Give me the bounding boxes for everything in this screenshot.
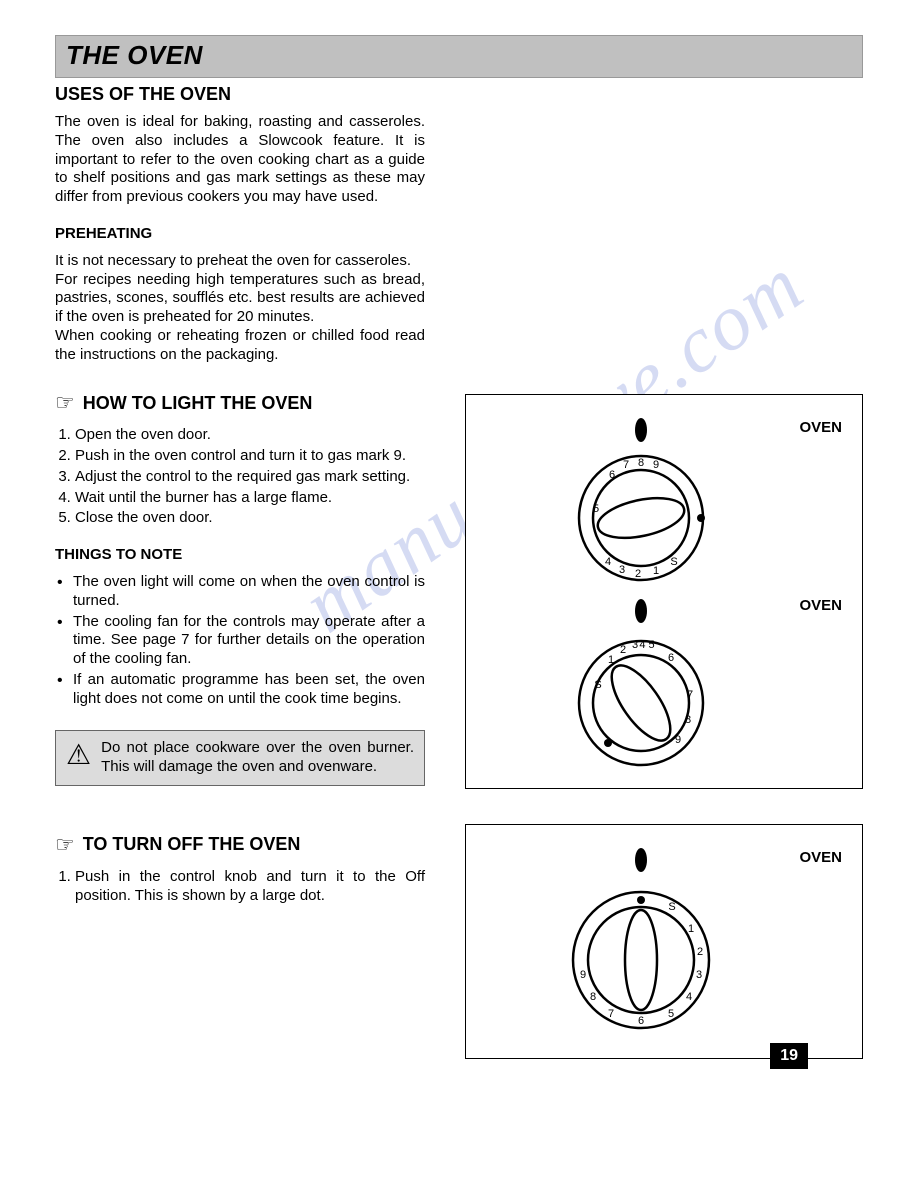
- things-to-note-list: The oven light will come on when the ove…: [55, 573, 425, 708]
- preheating-heading: PREHEATING: [55, 225, 425, 242]
- svg-text:4 5: 4 5: [639, 639, 654, 651]
- svg-text:4: 4: [686, 991, 692, 1003]
- svg-text:1: 1: [688, 923, 694, 935]
- svg-text:4: 4: [605, 556, 611, 568]
- list-item: Wait until the burner has a large flame.: [75, 489, 425, 508]
- svg-text:3: 3: [619, 564, 625, 576]
- page-number: 19: [770, 1043, 808, 1069]
- svg-text:9: 9: [675, 734, 681, 746]
- pointer-icon: ☞: [55, 392, 75, 414]
- list-item: Push in the oven control and turn it to …: [75, 447, 425, 466]
- oven-label: OVEN: [799, 419, 842, 436]
- svg-text:2: 2: [635, 568, 641, 580]
- preheating-para-3: When cooking or reheating frozen or chil…: [55, 327, 425, 365]
- list-item: If an automatic programme has been set, …: [55, 671, 425, 709]
- svg-text:5: 5: [593, 503, 599, 515]
- oven-dial-slow-icon: 1 2 3 4 5 6 S 7 8 9: [556, 593, 726, 778]
- turn-off-heading: TO TURN OFF THE OVEN: [83, 834, 301, 855]
- svg-text:7: 7: [687, 689, 693, 701]
- oven-dial-high-icon: 8 7 9 6 5 4 3 2 1 S: [556, 410, 726, 590]
- svg-text:S: S: [594, 679, 601, 691]
- right-column: OVEN 8 7 9 6 5 4 3 2 1 S: [465, 84, 863, 1094]
- svg-text:6: 6: [638, 1015, 644, 1027]
- light-oven-steps: Open the oven door. Push in the oven con…: [55, 426, 425, 528]
- things-to-note-heading: THINGS TO NOTE: [55, 546, 425, 563]
- turn-off-steps: Push in the control knob and turn it to …: [55, 868, 425, 906]
- light-oven-heading: HOW TO LIGHT THE OVEN: [83, 393, 313, 414]
- uses-paragraph: The oven is ideal for baking, roasting a…: [55, 113, 425, 207]
- dial-box-bottom: OVEN S 1 2 3 4 5 6 7 8 9: [465, 824, 863, 1059]
- svg-text:9: 9: [653, 459, 659, 471]
- svg-text:3: 3: [632, 639, 638, 651]
- list-item: The oven light will come on when the ove…: [55, 573, 425, 611]
- list-item: Open the oven door.: [75, 426, 425, 445]
- turn-off-heading-row: ☞ TO TURN OFF THE OVEN: [55, 834, 425, 856]
- pointer-icon: ☞: [55, 834, 75, 856]
- svg-text:8: 8: [590, 991, 596, 1003]
- title-banner: THE OVEN: [55, 35, 863, 78]
- uses-heading: USES OF THE OVEN: [55, 84, 425, 105]
- oven-label: OVEN: [799, 849, 842, 866]
- list-item: Close the oven door.: [75, 509, 425, 528]
- preheating-para-1: It is not necessary to preheat the oven …: [55, 252, 425, 271]
- list-item: Adjust the control to the required gas m…: [75, 468, 425, 487]
- warning-icon: ⚠: [66, 741, 91, 769]
- dial-box-top: OVEN 8 7 9 6 5 4 3 2 1 S: [465, 394, 863, 789]
- oven-dial-off-icon: S 1 2 3 4 5 6 7 8 9: [556, 840, 726, 1040]
- light-oven-heading-row: ☞ HOW TO LIGHT THE OVEN: [55, 392, 425, 414]
- list-item: The cooling fan for the controls may ope…: [55, 613, 425, 669]
- svg-text:1: 1: [608, 654, 614, 666]
- svg-text:8: 8: [638, 457, 644, 469]
- svg-text:2: 2: [620, 644, 626, 656]
- svg-text:2: 2: [697, 946, 703, 958]
- svg-text:8: 8: [685, 714, 691, 726]
- svg-text:3: 3: [696, 969, 702, 981]
- svg-text:6: 6: [609, 469, 615, 481]
- svg-text:7: 7: [623, 459, 629, 471]
- svg-text:5: 5: [668, 1008, 674, 1020]
- banner-title: THE OVEN: [66, 40, 203, 70]
- svg-text:S: S: [670, 556, 677, 568]
- warning-box: ⚠ Do not place cookware over the oven bu…: [55, 730, 425, 786]
- svg-text:9: 9: [580, 969, 586, 981]
- list-item: Push in the control knob and turn it to …: [75, 868, 425, 906]
- preheating-para-2: For recipes needing high temperatures su…: [55, 271, 425, 327]
- svg-text:6: 6: [668, 652, 674, 664]
- svg-text:S: S: [668, 901, 675, 913]
- oven-label: OVEN: [799, 597, 842, 614]
- warning-text: Do not place cookware over the oven burn…: [101, 739, 414, 777]
- left-column: USES OF THE OVEN The oven is ideal for b…: [55, 84, 425, 1094]
- svg-text:7: 7: [608, 1008, 614, 1020]
- svg-text:1: 1: [653, 565, 659, 577]
